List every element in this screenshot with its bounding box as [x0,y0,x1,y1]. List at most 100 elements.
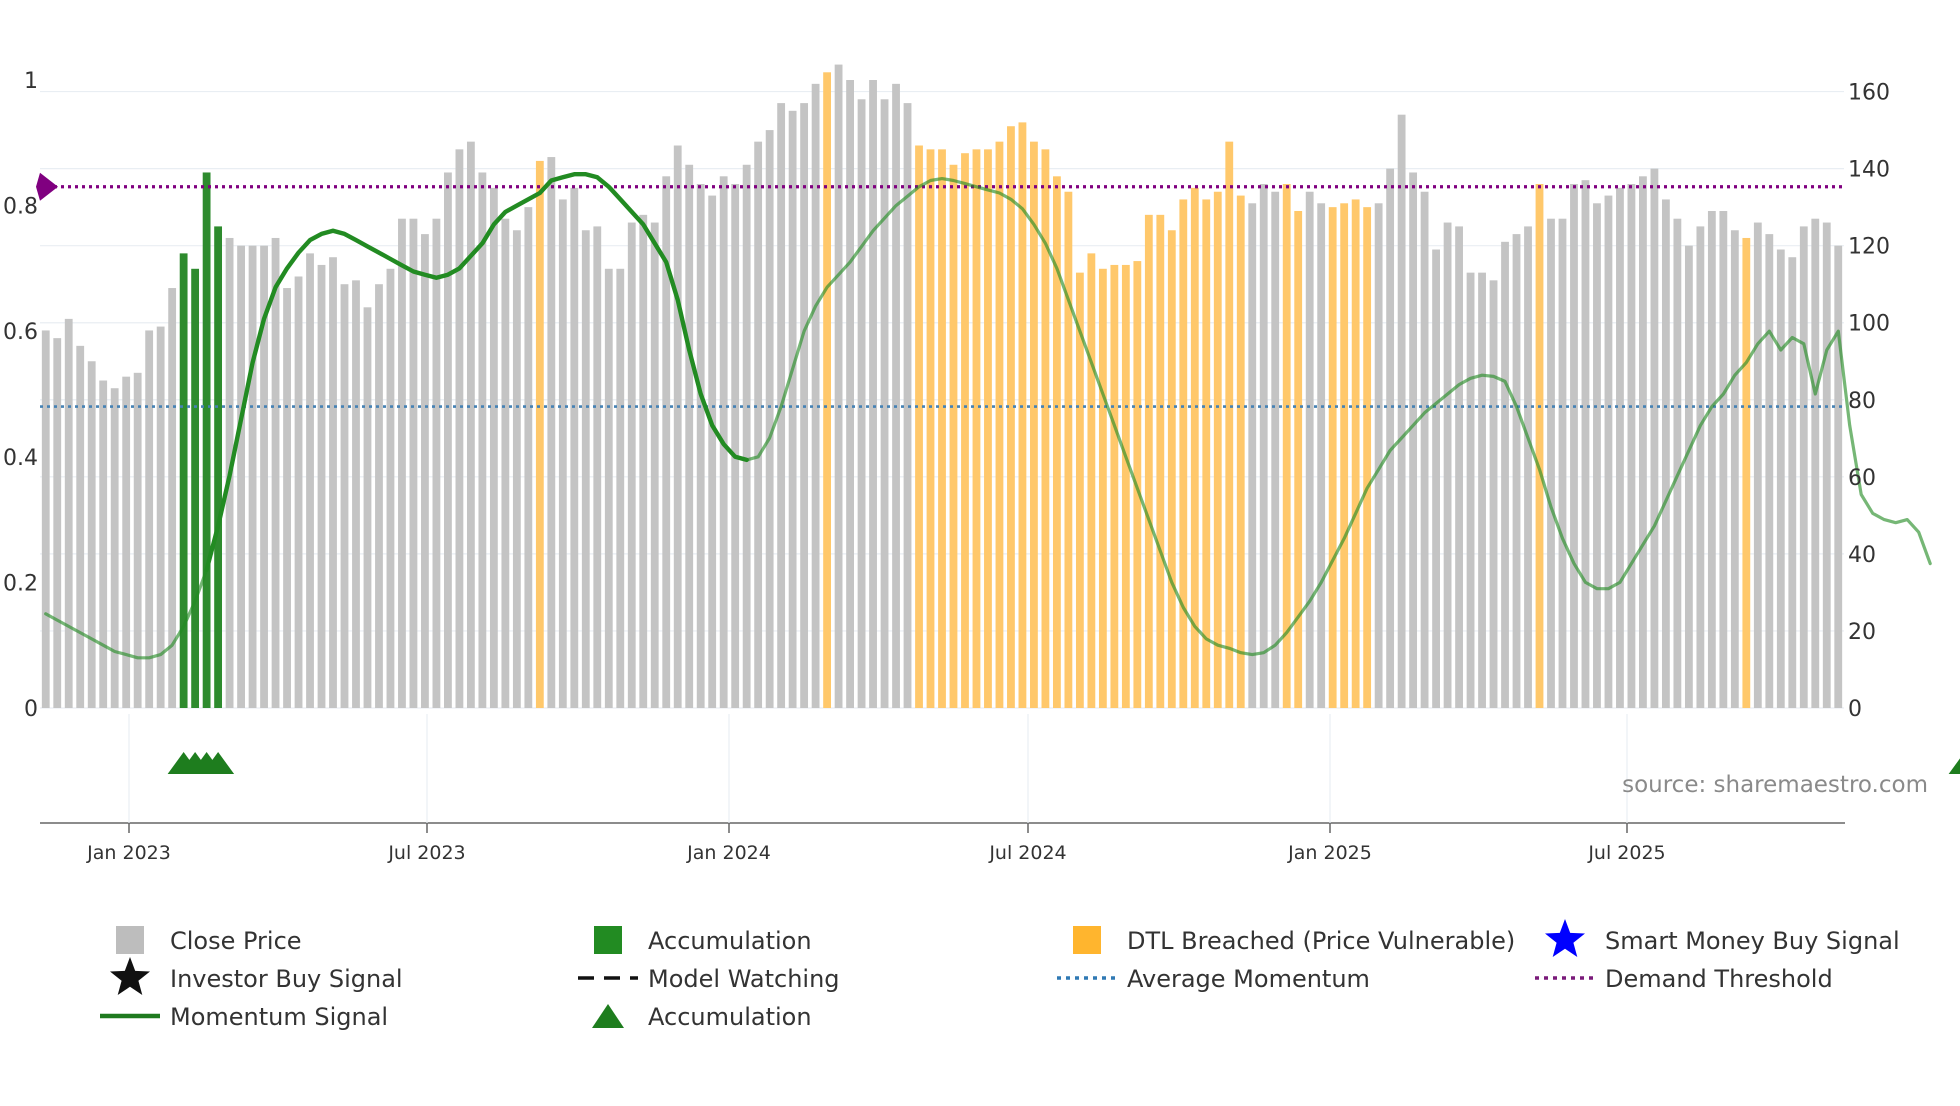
close-price-bar [1639,176,1647,708]
dtl-breached-bar [1179,199,1188,708]
close-price-bar [237,245,245,709]
close-price-bar [478,172,487,709]
close-price-bar [708,195,717,708]
close-price-bar [570,187,579,708]
close-price-bar [512,230,521,708]
close-price-bar [1317,203,1326,709]
dtl-breached-bar [1363,207,1372,708]
close-price-bar [398,218,406,708]
close-price-bar [122,376,131,708]
legend-item: Model Watching [578,965,840,993]
close-price-bar [1684,245,1693,709]
legend-swatch [1073,926,1101,954]
close-price-bar [283,288,291,708]
signal-marker-panel [167,752,1960,774]
legend-item: Investor Buy Signal [110,957,403,995]
date-tick-label: Jan 2025 [1287,842,1372,864]
close-price-bar [501,218,510,708]
legend-item: Momentum Signal [100,1003,388,1031]
close-price-bar [869,80,877,708]
close-price-bar [1616,187,1624,708]
dtl-breached-bar [961,153,969,708]
dtl-breached-bar [1236,195,1245,708]
close-price-bar [352,280,360,708]
dtl-breached-bar [1213,191,1222,709]
close-price-bar [627,222,636,708]
close-price-bar [1661,199,1670,708]
close-price-bar [547,157,556,708]
dtl-breached-bar [1110,264,1119,708]
close-price-bar [76,345,85,708]
close-price-bar [156,326,165,708]
close-price-bar [650,222,659,708]
dtl-breached-bar [1075,272,1084,708]
close-price-bar [880,99,889,709]
legend-swatch [116,926,144,954]
legend-item: Demand Threshold [1535,965,1833,993]
close-price-bar [1673,218,1682,708]
close-price-bar [639,214,648,708]
right-axis-tick-label: 120 [1848,235,1890,260]
close-price-bar [1501,241,1509,708]
dtl-breached-bar [1144,214,1153,708]
close-price-bar [248,245,257,709]
close-price-bar [375,284,383,708]
legend: Close Price Accumulation DTL Breached (Pri… [100,919,1900,1031]
close-price-bar [1455,226,1463,708]
momentum-signal-line-strong [204,172,749,572]
dtl-breached-bar [1156,214,1165,708]
close-price-bar [409,218,418,708]
close-price-bar [754,141,763,708]
legend-star-icon [110,957,150,995]
close-price-bar [1466,272,1475,708]
close-price-bar [1570,184,1578,708]
close-price-bar [604,268,613,708]
legend-label: Investor Buy Signal [170,965,403,993]
accumulation-marker [1948,758,1960,774]
dtl-breached-bar [1282,184,1291,708]
close-price-bar [64,318,73,708]
close-price-bar [731,184,740,708]
close-price-bar [41,330,50,708]
legend-label: Average Momentum [1127,965,1370,993]
close-price-bar [1776,249,1785,708]
legend-item: Accumulation [594,926,812,955]
close-price-bar [1581,180,1590,709]
close-price-bar [1443,222,1452,708]
close-price-bar [1271,191,1280,709]
close-price-bar [558,199,567,708]
dtl-breached-bar [1052,176,1061,708]
close-price-bar [1305,191,1314,709]
close-price-bar [1524,226,1532,708]
legend-label: DTL Breached (Price Vulnerable) [1127,927,1515,955]
legend-item: Smart Money Buy Signal [1545,919,1900,957]
close-price-bar [1374,203,1383,709]
close-price-bar [1409,172,1418,709]
legend-label: Smart Money Buy Signal [1605,927,1900,955]
legend-label: Demand Threshold [1605,965,1833,993]
close-price-bar [1696,226,1705,708]
accumulation-marker [202,752,235,774]
dtl-breached-bar [535,160,544,709]
dtl-breached-bar [1087,253,1096,708]
date-tick-label: Jul 2023 [387,842,465,864]
dtl-breached-bar [1340,203,1349,709]
close-price-bar [1604,195,1613,708]
left-axis-tick-label: 0.4 [3,446,38,471]
legend-label: Momentum Signal [170,1003,388,1031]
demand-threshold-marker [36,172,58,201]
dtl-breached-bar [949,164,958,708]
dtl-breached-bar [1294,210,1303,708]
close-price-bar [834,64,843,708]
dtl-breached-bar [1351,199,1360,708]
close-price-bar [524,207,533,708]
legend-item: Average Momentum [1057,965,1370,993]
dtl-breached-bar [926,149,935,709]
close-price-bar [1765,234,1774,709]
close-price-bar [1489,280,1498,708]
close-price-bar [788,110,797,708]
close-price-bar [857,99,866,709]
close-price-bar [1799,226,1808,708]
close-price-bar [110,388,119,708]
